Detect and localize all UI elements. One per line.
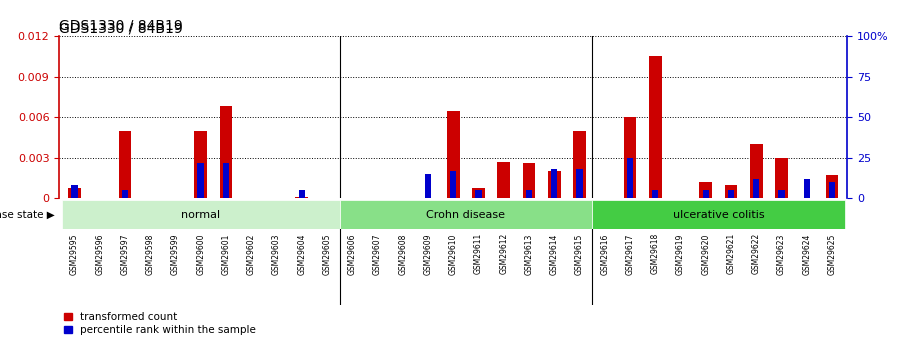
Bar [497,162,510,198]
Text: GSM29604: GSM29604 [297,233,306,275]
Text: GSM29597: GSM29597 [120,233,129,275]
Text: GSM29602: GSM29602 [247,233,256,275]
Bar [750,144,763,198]
Bar [702,190,709,198]
Bar [573,131,586,198]
Text: GSM29601: GSM29601 [221,233,230,275]
Bar [526,190,532,198]
Bar [68,188,81,198]
Bar [775,158,788,198]
Bar [450,171,456,198]
Bar [299,190,305,198]
Text: GSM29619: GSM29619 [676,233,685,275]
Text: GSM29606: GSM29606 [348,233,357,275]
Bar [649,57,661,198]
Bar [220,107,232,198]
Bar [652,190,659,198]
Text: GSM29600: GSM29600 [196,233,205,275]
Text: GSM29599: GSM29599 [171,233,179,275]
Text: GSM29617: GSM29617 [626,233,635,275]
Text: GSM29610: GSM29610 [449,233,457,275]
Bar [295,197,308,198]
Text: GSM29625: GSM29625 [827,233,836,275]
Text: Crohn disease: Crohn disease [426,210,506,220]
Bar [198,163,204,198]
Text: GSM29598: GSM29598 [146,233,155,275]
Text: GSM29607: GSM29607 [373,233,382,275]
Text: GSM29611: GSM29611 [474,233,483,275]
Bar [778,190,784,198]
Bar [725,185,737,198]
Bar [728,190,734,198]
Bar [829,182,835,198]
Text: GSM29613: GSM29613 [525,233,534,275]
Text: GSM29624: GSM29624 [803,233,812,275]
Bar [472,188,485,198]
Text: GSM29614: GSM29614 [549,233,558,275]
Bar [425,174,431,198]
Bar [122,190,128,198]
Text: normal: normal [181,210,220,220]
Bar [62,200,340,229]
Text: GSM29620: GSM29620 [701,233,711,275]
Bar [548,171,560,198]
Text: GSM29609: GSM29609 [424,233,433,275]
Bar [551,169,558,198]
Bar [825,175,838,198]
Bar [118,131,131,198]
Text: disease state ▶: disease state ▶ [0,210,55,220]
Text: GSM29612: GSM29612 [499,233,508,275]
Legend: transformed count, percentile rank within the sample: transformed count, percentile rank withi… [65,312,256,335]
Text: GSM29595: GSM29595 [70,233,79,275]
Text: GSM29616: GSM29616 [600,233,609,275]
Text: GSM29605: GSM29605 [322,233,332,275]
Text: GSM29596: GSM29596 [95,233,104,275]
Bar [476,190,482,198]
Bar [71,185,77,198]
Bar [592,200,844,229]
Text: GSM29618: GSM29618 [650,233,660,275]
Bar [447,110,459,198]
Bar [624,117,637,198]
Bar [700,182,712,198]
Text: GSM29621: GSM29621 [727,233,735,275]
Bar [804,179,810,198]
Text: GSM29622: GSM29622 [752,233,761,275]
Text: GSM29608: GSM29608 [398,233,407,275]
Text: GDS1330 / 84B19: GDS1330 / 84B19 [59,19,183,33]
Text: GSM29623: GSM29623 [777,233,786,275]
Bar [194,131,207,198]
Bar [223,163,229,198]
Text: GDS1330 / 84B19: GDS1330 / 84B19 [59,21,183,35]
Text: ulcerative colitis: ulcerative colitis [672,210,764,220]
Bar [340,200,592,229]
Text: GSM29603: GSM29603 [271,233,281,275]
Text: GSM29615: GSM29615 [575,233,584,275]
Bar [627,158,633,198]
Bar [577,169,583,198]
Bar [753,179,760,198]
Bar [523,163,536,198]
